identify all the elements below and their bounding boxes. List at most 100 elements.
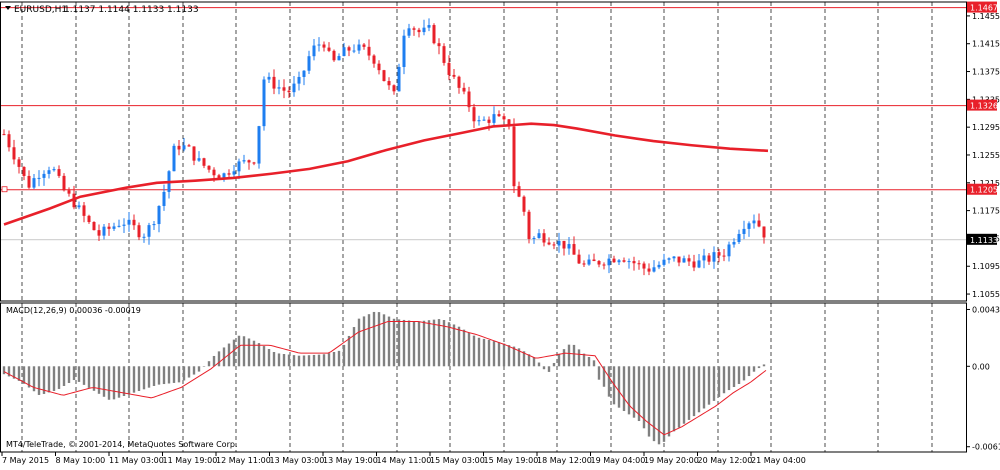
candle bbox=[42, 170, 46, 186]
candle bbox=[712, 246, 716, 269]
candle bbox=[52, 166, 56, 172]
macd-bar bbox=[337, 350, 341, 367]
macd-bar bbox=[37, 366, 41, 395]
macd-tick-label: -0.0061 bbox=[972, 443, 1000, 452]
macd-bar bbox=[747, 366, 751, 377]
candle bbox=[757, 213, 761, 228]
candle bbox=[237, 158, 241, 180]
candle bbox=[552, 241, 556, 250]
macd-bar bbox=[317, 354, 321, 367]
candle-body bbox=[257, 126, 261, 164]
macd-bar bbox=[557, 354, 561, 367]
macd-bar bbox=[262, 346, 266, 367]
macd-bar bbox=[12, 366, 16, 379]
candle-body bbox=[672, 256, 676, 259]
current-price-label: 1.1133 bbox=[970, 236, 998, 245]
macd-bar bbox=[617, 366, 621, 408]
candle bbox=[217, 173, 221, 179]
candle-body bbox=[502, 116, 506, 120]
macd-bar bbox=[152, 366, 156, 386]
macd-bar bbox=[387, 316, 391, 367]
candle-body bbox=[347, 47, 351, 51]
macd-bar bbox=[312, 354, 316, 367]
candle-body bbox=[227, 173, 231, 175]
candle bbox=[482, 116, 486, 121]
candle bbox=[567, 236, 571, 255]
price-tick-label: 1.1455 bbox=[972, 12, 1000, 21]
macd-bar bbox=[97, 366, 101, 394]
candle-body bbox=[752, 220, 756, 224]
candle bbox=[352, 44, 356, 54]
candle-body bbox=[742, 228, 746, 234]
candle bbox=[232, 164, 236, 179]
candle bbox=[132, 214, 136, 230]
macd-bar bbox=[137, 366, 141, 391]
macd-bar bbox=[57, 366, 61, 389]
chevron-down-icon[interactable] bbox=[5, 6, 11, 10]
macd-bar bbox=[487, 340, 491, 367]
candle-body bbox=[322, 44, 326, 48]
candle-body bbox=[547, 242, 551, 245]
candle bbox=[572, 236, 576, 255]
candle-body bbox=[462, 87, 466, 92]
time-tick-label: 12 May 11:00 bbox=[216, 456, 271, 465]
candle-body bbox=[272, 76, 276, 89]
candle-body bbox=[487, 119, 491, 123]
macd-bar bbox=[497, 342, 501, 367]
level-price-label: 1.1467 bbox=[970, 4, 998, 13]
candle bbox=[197, 151, 201, 162]
macd-bar bbox=[202, 366, 206, 367]
time-tick-label: 18 May 12:00 bbox=[537, 456, 592, 465]
macd-bar bbox=[272, 351, 276, 367]
candle-body bbox=[467, 91, 471, 108]
candle-body bbox=[507, 119, 511, 127]
moving-average-layer bbox=[3, 122, 769, 226]
candle-body bbox=[422, 27, 426, 33]
candle-body bbox=[762, 226, 766, 238]
macd-bar bbox=[277, 353, 281, 367]
candle-body bbox=[477, 120, 481, 122]
candle bbox=[272, 69, 276, 95]
candle bbox=[137, 222, 141, 241]
macd-bar bbox=[752, 366, 756, 372]
macd-bar bbox=[222, 347, 226, 367]
candle bbox=[82, 202, 86, 223]
macd-bar bbox=[407, 320, 411, 367]
candle-body bbox=[292, 83, 296, 93]
macd-layer bbox=[2, 311, 767, 445]
macd-bar bbox=[142, 366, 146, 390]
candle bbox=[347, 45, 351, 57]
horizontal-lines-layer bbox=[0, 7, 966, 241]
candle-body bbox=[747, 223, 751, 229]
candle bbox=[697, 254, 701, 269]
macd-bar bbox=[432, 319, 436, 367]
candle-body bbox=[77, 205, 81, 208]
candle bbox=[117, 219, 121, 228]
candle bbox=[727, 241, 731, 262]
candle-body bbox=[452, 74, 456, 77]
candle bbox=[517, 181, 521, 198]
candle-body bbox=[682, 258, 686, 263]
candles-layer bbox=[2, 18, 766, 276]
macd-bar bbox=[552, 362, 556, 367]
candle-body bbox=[242, 160, 246, 162]
macd-bar bbox=[572, 344, 576, 367]
candle-body bbox=[307, 56, 311, 71]
candle-body bbox=[557, 240, 561, 246]
candle bbox=[362, 43, 366, 50]
macd-bar bbox=[732, 366, 736, 388]
macd-bar bbox=[412, 321, 416, 367]
macd-bar bbox=[192, 366, 196, 375]
candle bbox=[192, 146, 196, 166]
candle bbox=[402, 29, 406, 75]
line-anchor-handle[interactable] bbox=[1, 186, 8, 193]
candle bbox=[202, 157, 206, 169]
candle-body bbox=[202, 158, 206, 166]
candle-body bbox=[132, 219, 136, 226]
candle-body bbox=[197, 158, 201, 161]
macd-bar bbox=[527, 354, 531, 367]
candle-body bbox=[587, 259, 591, 265]
candle bbox=[622, 257, 626, 263]
macd-bar bbox=[297, 355, 301, 367]
